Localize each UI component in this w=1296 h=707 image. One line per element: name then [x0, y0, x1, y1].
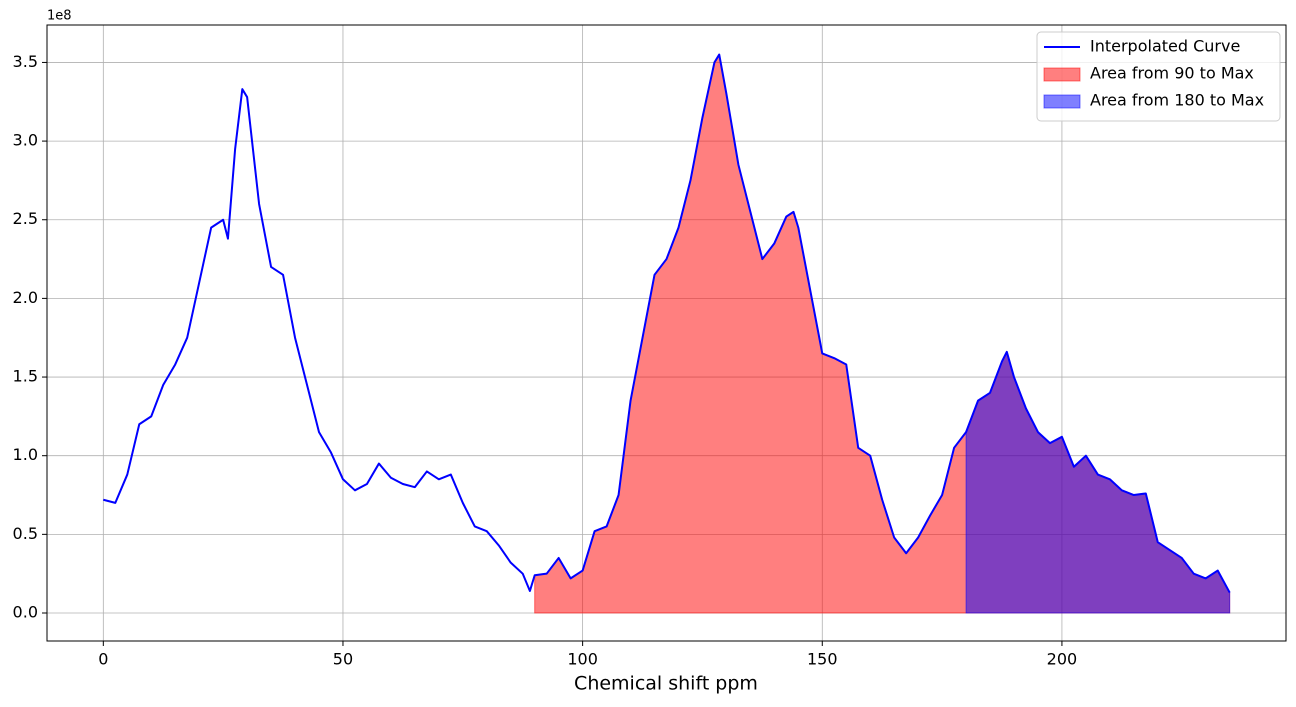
- legend-label: Interpolated Curve: [1090, 37, 1240, 56]
- x-tick-label: 150: [807, 650, 838, 669]
- y-tick-label: 0.0: [13, 603, 38, 622]
- legend-label: Area from 180 to Max: [1090, 91, 1264, 110]
- x-tick-label: 0: [98, 650, 108, 669]
- legend-swatch: [1043, 67, 1081, 82]
- y-tick-label: 3.5: [13, 52, 38, 71]
- y-tick-label: 1.5: [13, 367, 38, 386]
- legend-label: Area from 90 to Max: [1090, 64, 1254, 83]
- y-tick-label: 0.5: [13, 524, 38, 543]
- legend-swatch: [1043, 94, 1081, 109]
- plot-frame: [46, 24, 1287, 642]
- axis-offset-label: 1e8: [47, 9, 72, 24]
- legend-frame: [1036, 31, 1281, 122]
- curve-line: [103, 53, 1231, 594]
- y-tick-label: 1.0: [13, 445, 38, 464]
- y-tick-label: 3.0: [13, 131, 38, 150]
- x-tick-label: 200: [1047, 650, 1078, 669]
- y-tick-label: 2.0: [13, 288, 38, 307]
- x-tick-label: 100: [567, 650, 598, 669]
- x-tick-label: 50: [333, 650, 353, 669]
- y-tick-label: 2.5: [13, 209, 38, 228]
- x-axis-label: Chemical shift ppm: [574, 673, 758, 695]
